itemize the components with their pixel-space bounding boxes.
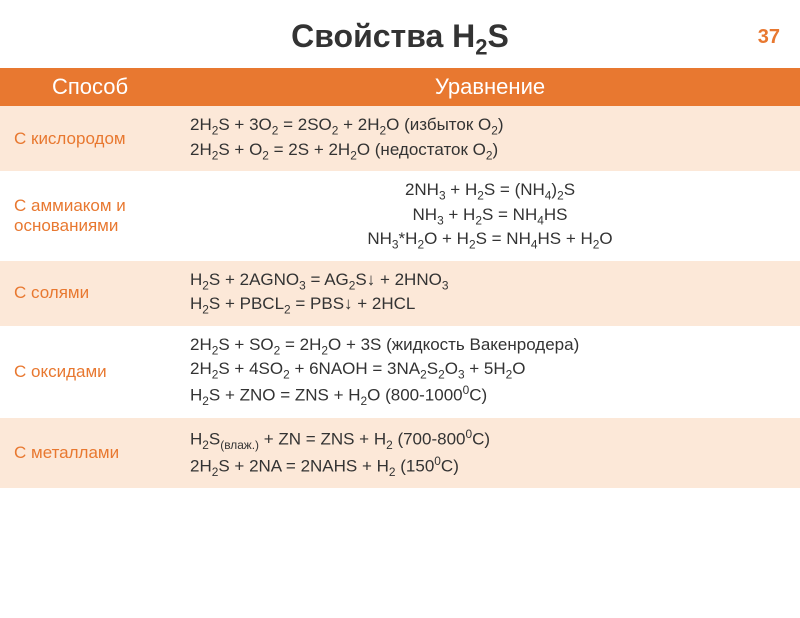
header-equation: Уравнение — [180, 68, 800, 106]
row-label: С аммиаком и основаниями — [0, 171, 180, 260]
equation-line: 2H2S + O2 = 2S + 2H2O (недостаток O2) — [190, 139, 790, 163]
header-method: Способ — [0, 68, 180, 106]
equation-line: NH3*H2O + H2S = NH4HS + H2O — [190, 228, 790, 252]
row-label: С кислородом — [0, 106, 180, 171]
row-equations: H2S(влаж.) + ZN = ZNS + H2 (700-8000C) 2… — [180, 418, 800, 488]
equation-line: 2H2S + SO2 = 2H2O + 3S (жидкость Вакенро… — [190, 334, 790, 358]
row-equations: 2NH3 + H2S = (NH4)2S NH3 + H2S = NH4HS N… — [180, 171, 800, 260]
equation-line: H2S + 2AGNO3 = AG2S↓ + 2HNO3 — [190, 269, 790, 293]
equation-line: 2H2S + 2NA = 2NAHS + H2 (1500C) — [190, 453, 790, 480]
row-label: С солями — [0, 261, 180, 326]
equation-line: H2S + PBCL2 = PBS↓ + 2HCL — [190, 293, 790, 317]
equation-line: H2S(влаж.) + ZN = ZNS + H2 (700-8000C) — [190, 426, 790, 453]
table-row: С кислородом 2H2S + 3O2 = 2SO2 + 2H2O (и… — [0, 106, 800, 171]
equation-line: 2H2S + 3O2 = 2SO2 + 2H2O (избыток O2) — [190, 114, 790, 138]
equation-line: H2S + ZNO = ZNS + H2O (800-10000C) — [190, 382, 790, 409]
equation-line: 2NH3 + H2S = (NH4)2S — [190, 179, 790, 203]
row-equations: 2H2S + SO2 = 2H2O + 3S (жидкость Вакенро… — [180, 326, 800, 418]
equation-line: NH3 + H2S = NH4HS — [190, 204, 790, 228]
table-row: С металлами H2S(влаж.) + ZN = ZNS + H2 (… — [0, 418, 800, 488]
table-row: С солями H2S + 2AGNO3 = AG2S↓ + 2HNO3 H2… — [0, 261, 800, 326]
table-row: С оксидами 2H2S + SO2 = 2H2O + 3S (жидко… — [0, 326, 800, 418]
row-label: С оксидами — [0, 326, 180, 418]
row-equations: H2S + 2AGNO3 = AG2S↓ + 2HNO3 H2S + PBCL2… — [180, 261, 800, 326]
title-sub: 2 — [475, 34, 487, 59]
table-body: С кислородом 2H2S + 3O2 = 2SO2 + 2H2O (и… — [0, 106, 800, 487]
title-prefix: Свойства H — [291, 18, 475, 54]
page-number: 37 — [758, 26, 780, 49]
table-header-row: Способ Уравнение — [0, 68, 800, 106]
page-title: Свойства H2S — [0, 18, 800, 60]
row-equations: 2H2S + 3O2 = 2SO2 + 2H2O (избыток O2) 2H… — [180, 106, 800, 171]
row-label: С металлами — [0, 418, 180, 488]
title-suffix: S — [488, 18, 509, 54]
properties-table: Способ Уравнение С кислородом 2H2S + 3O2… — [0, 68, 800, 487]
table-row: С аммиаком и основаниями 2NH3 + H2S = (N… — [0, 171, 800, 260]
equation-line: 2H2S + 4SO2 + 6NAOH = 3NA2S2O3 + 5H2O — [190, 358, 790, 382]
